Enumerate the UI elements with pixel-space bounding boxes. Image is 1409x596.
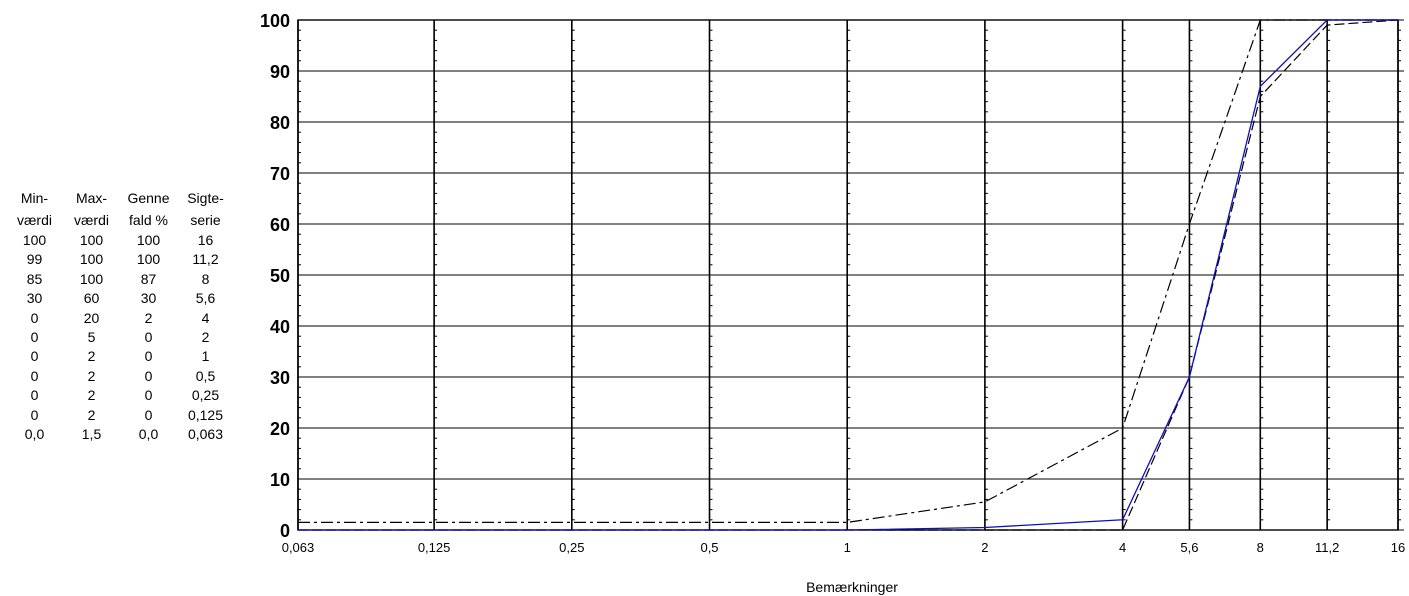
table-cell: 30	[26, 290, 43, 307]
x-tick-label: 0,063	[282, 540, 315, 555]
table-cell: 99	[26, 251, 43, 268]
table-cell: 2	[87, 348, 96, 365]
x-tick-label: 4	[1119, 540, 1126, 555]
x-tick-label: 2	[981, 540, 988, 555]
x-tick-label: 0,25	[559, 540, 584, 555]
table-cell: 100	[136, 232, 161, 248]
table-row: 30 60 30 5,6	[6, 289, 238, 308]
table-cell: 100	[79, 232, 104, 248]
table-row: 0 2 0 0,125	[6, 406, 238, 425]
table-cell: 20	[83, 309, 100, 326]
table-row: 100 100 100 16	[6, 231, 238, 250]
y-tick-label: 40	[270, 317, 290, 337]
table-row: 0 5 0 2	[6, 328, 238, 347]
x-tick-label: 16	[1391, 540, 1405, 555]
table-header-row-2: værdi værdi fald % serie	[6, 209, 238, 231]
table-cell: 16	[197, 232, 214, 248]
x-axis-label: Bemærkninger	[806, 579, 898, 595]
table-cell: 2	[87, 367, 96, 384]
table-body: 100 100 100 16 99 100 100 11,2 85 100 87 8 30 60 30 5,6…	[6, 231, 238, 444]
header-max-line1: Max-	[75, 190, 108, 206]
header-min-line1: Min-	[20, 190, 49, 206]
table-cell: 2	[144, 309, 153, 326]
table-cell: 0,5	[195, 367, 216, 384]
table-row: 0 2 0 0,5	[6, 367, 238, 386]
header-passing-line1: Genne	[127, 190, 170, 206]
table-cell: 0	[144, 406, 153, 423]
table-row: 0 2 0 1	[6, 347, 238, 366]
table-row: 0 20 2 4	[6, 309, 238, 328]
table-row: 0 2 0 0,25	[6, 386, 238, 405]
y-tick-label: 70	[270, 164, 290, 184]
y-tick-label: 80	[270, 113, 290, 133]
sieve-data-table: Min- Max- Genne Sigte- værdi værdi fald …	[6, 187, 238, 444]
y-tick-label: 10	[270, 470, 290, 490]
table-cell: 2	[87, 406, 96, 423]
table-cell: 1	[201, 348, 210, 365]
table-cell: 100	[79, 270, 104, 287]
y-tick-label: 60	[270, 215, 290, 235]
table-cell: 0	[30, 309, 39, 326]
table-cell: 1,5	[81, 425, 102, 442]
table-cell: 0,125	[187, 406, 224, 423]
table-cell: 0,0	[24, 425, 45, 442]
y-tick-label: 90	[270, 62, 290, 82]
table-cell: 100	[136, 251, 161, 268]
y-tick-label: 30	[270, 368, 290, 388]
y-tick-label: 50	[270, 266, 290, 286]
table-cell: 30	[140, 290, 157, 307]
header-max-line2: værdi	[73, 212, 109, 228]
table-cell: 60	[83, 290, 100, 307]
table-cell: 0	[144, 367, 153, 384]
table-cell: 0	[30, 367, 39, 384]
x-tick-label: 5,6	[1180, 540, 1198, 555]
table-cell: 0,25	[191, 387, 220, 404]
table-cell: 0	[144, 328, 153, 345]
table-header-row-1: Min- Max- Genne Sigte-	[6, 187, 238, 209]
x-tick-label: 0,5	[700, 540, 718, 555]
x-tick-label: 8	[1257, 540, 1264, 555]
x-tick-label: 11,2	[1315, 540, 1339, 555]
table-cell: 0,063	[187, 425, 224, 442]
header-passing-line2: fald %	[129, 212, 168, 228]
table-row: 0,0 1,5 0,0 0,063	[6, 425, 238, 444]
y-tick-label: 0	[280, 521, 290, 541]
table-cell: 2	[201, 328, 210, 345]
table-cell: 11,2	[192, 251, 219, 268]
series-line-passing	[298, 19, 1398, 531]
table-row: 85 100 87 8	[6, 270, 238, 289]
table-row: 99 100 100 11,2	[6, 250, 238, 269]
table-cell: 5	[87, 328, 96, 345]
table-cell: 0	[30, 406, 39, 423]
table-cell: 100	[79, 251, 104, 268]
table-cell: 8	[201, 270, 210, 287]
series-line-max-limit	[298, 19, 1398, 524]
table-cell: 0,0	[138, 425, 159, 442]
table-cell: 5,6	[195, 290, 216, 307]
table-cell: 0	[30, 387, 39, 404]
header-min-line2: værdi	[16, 212, 52, 228]
table-cell: 0	[30, 328, 39, 345]
table-cell: 0	[30, 348, 39, 365]
table-cell: 0	[144, 387, 153, 404]
table-cell: 2	[87, 387, 96, 404]
y-tick-label: 20	[270, 419, 290, 439]
x-tick-label: 1	[844, 540, 851, 555]
y-tick-label: 100	[260, 11, 290, 31]
table-cell: 4	[201, 309, 210, 326]
header-sieve-line2: serie	[190, 212, 221, 228]
x-tick-label: 0,125	[418, 540, 451, 555]
table-cell: 87	[140, 270, 157, 287]
header-sieve-line1: Sigte-	[187, 190, 224, 206]
table-cell: 100	[22, 232, 47, 248]
table-cell: 85	[26, 270, 43, 287]
table-cell: 0	[144, 348, 153, 365]
